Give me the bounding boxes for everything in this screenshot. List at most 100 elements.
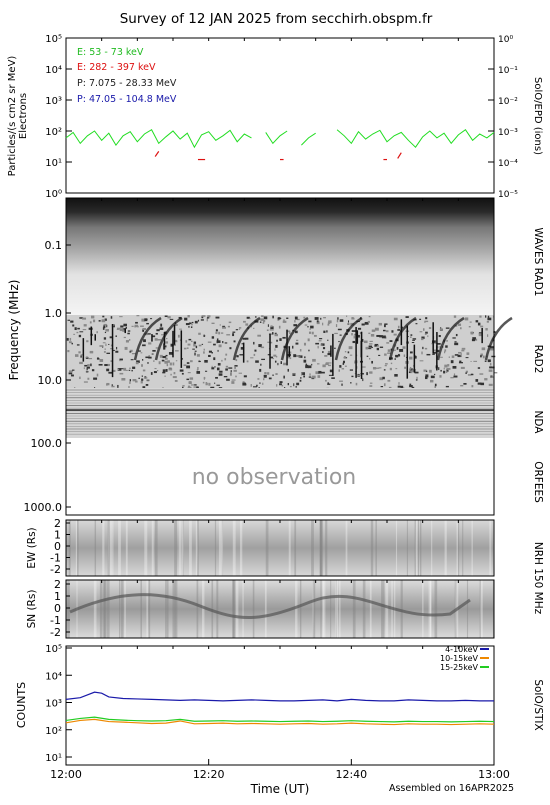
nrh-sn-image [66,580,494,638]
rad2-speckle [117,384,119,388]
rad2-speckle [227,325,230,328]
rad2-speckle [154,367,157,370]
nrh-stripe [400,580,403,638]
rad2-speckle [123,367,127,371]
rad2-speckle [468,326,471,328]
rad2-speckle [445,327,450,329]
rad2-speckle [235,375,237,378]
rad2-speckle [142,386,146,389]
rad2-speckle [99,345,104,347]
rad2-speckle [368,332,371,334]
rad2-label: RAD2 [532,345,544,374]
rad2-speckle [155,347,159,349]
rad2-speckle [429,369,432,373]
rad2-speckle [347,320,349,323]
rad2-speckle [102,327,105,330]
rad2-speckle [394,374,398,377]
rad2-speckle [166,364,169,367]
rad2-speckle [322,351,324,353]
rad2-speckle [268,377,272,380]
rad2-speckle [426,353,431,356]
nrh-stripe [202,580,205,638]
rad2-speckle [492,366,495,369]
rad2-speckle [295,386,297,388]
rad2-speckle [198,344,202,347]
nrh-stripe [178,520,182,576]
rad2-speckle [289,331,291,335]
rad2-speckle [277,318,280,321]
nrh-stripe [339,580,341,638]
nrh-stripe [68,520,71,576]
nrh-right-label: NRH 150 MHz [532,542,544,615]
rad2-speckle [267,324,269,327]
rad2-speckle [111,369,116,372]
rad2-speckle [129,351,132,353]
rad2-speckle [186,365,191,369]
nrh-stripe [428,580,432,638]
rad2-speckle [419,318,422,320]
rad2-speckle [337,328,342,331]
rad2-speckle [211,365,213,369]
nrh-sn-tick-label: 0 [54,602,61,615]
rad2-speckle [125,340,129,343]
nrh-stripe [102,520,105,576]
rad2-speckle [85,356,88,358]
rad2-speckle [87,377,90,380]
rad2-speckle [69,337,72,341]
rad2-speckle [353,335,356,339]
rad2-speckle [168,352,173,355]
rad2-speckle [308,349,310,352]
rad2-speckle [294,330,298,334]
nrh-ew-axis-label: EW (Rs) [26,527,38,568]
rad2-speckle [395,368,398,370]
rad2-speckle [66,338,69,341]
rad2-speckle [272,315,274,319]
epd-y2-tick-label: 10⁻¹ [498,66,518,76]
rad2-speckle [311,331,314,335]
epd-e2-segment [154,151,160,157]
rad2-speckle [226,378,230,381]
rad2-speckle [369,340,373,342]
rad2-speckle [218,331,221,335]
rad2-speckle [240,347,245,350]
rad2-speckle [206,318,208,322]
nrh-stripe [148,580,151,638]
rad2-speckle [134,324,139,328]
rad2-speckle [273,354,277,357]
epd-y2-ticks: 10⁻⁵ 10⁻⁴ 10⁻³ 10⁻² 10⁻¹ 10⁰ [488,35,518,200]
rad2-speckle [376,334,381,337]
rad2-speckle [145,356,149,359]
rad2-speckle [287,356,291,359]
rad2-speckle [320,317,322,320]
stix-legend-entry: 10-15keV [440,654,479,663]
nrh-stripe [362,580,366,638]
rad2-speckle [151,353,154,355]
rad2-speckle [164,315,168,317]
rad2-speckle [152,349,156,352]
rad2-speckle [257,334,262,337]
rad2-speckle [123,336,126,339]
rad2-speckle [322,322,324,326]
nrh-stripe [320,520,323,576]
rad2-speckle [148,355,150,358]
rad2-speckle [274,332,277,334]
nrh-sn-tick-label: 1 [54,590,61,603]
rad2-speckle [485,328,488,331]
rad2-speckle [111,385,115,388]
rad2-speckle [154,338,158,341]
nrh-stripe [120,580,124,638]
nrh-stripe [456,520,458,576]
rad2-speckle [215,329,218,332]
type-iii-burst [436,316,465,361]
rad2-speckle [438,367,440,371]
radio-panel: no observation 0.1 1.0 10.0 100.0 1000.0 Fre… [7,197,544,516]
rad2-speckle [136,315,140,317]
nrh-ew-tick-label: -1 [50,552,61,565]
stix-series-line [65,716,495,723]
rad2-speckle [214,382,216,384]
rad2-speckle [276,384,278,387]
nrh-stripe [417,520,420,576]
rad2-speckle [148,356,152,359]
rad2-speckle [261,358,265,361]
rad2-speckle [173,344,176,347]
